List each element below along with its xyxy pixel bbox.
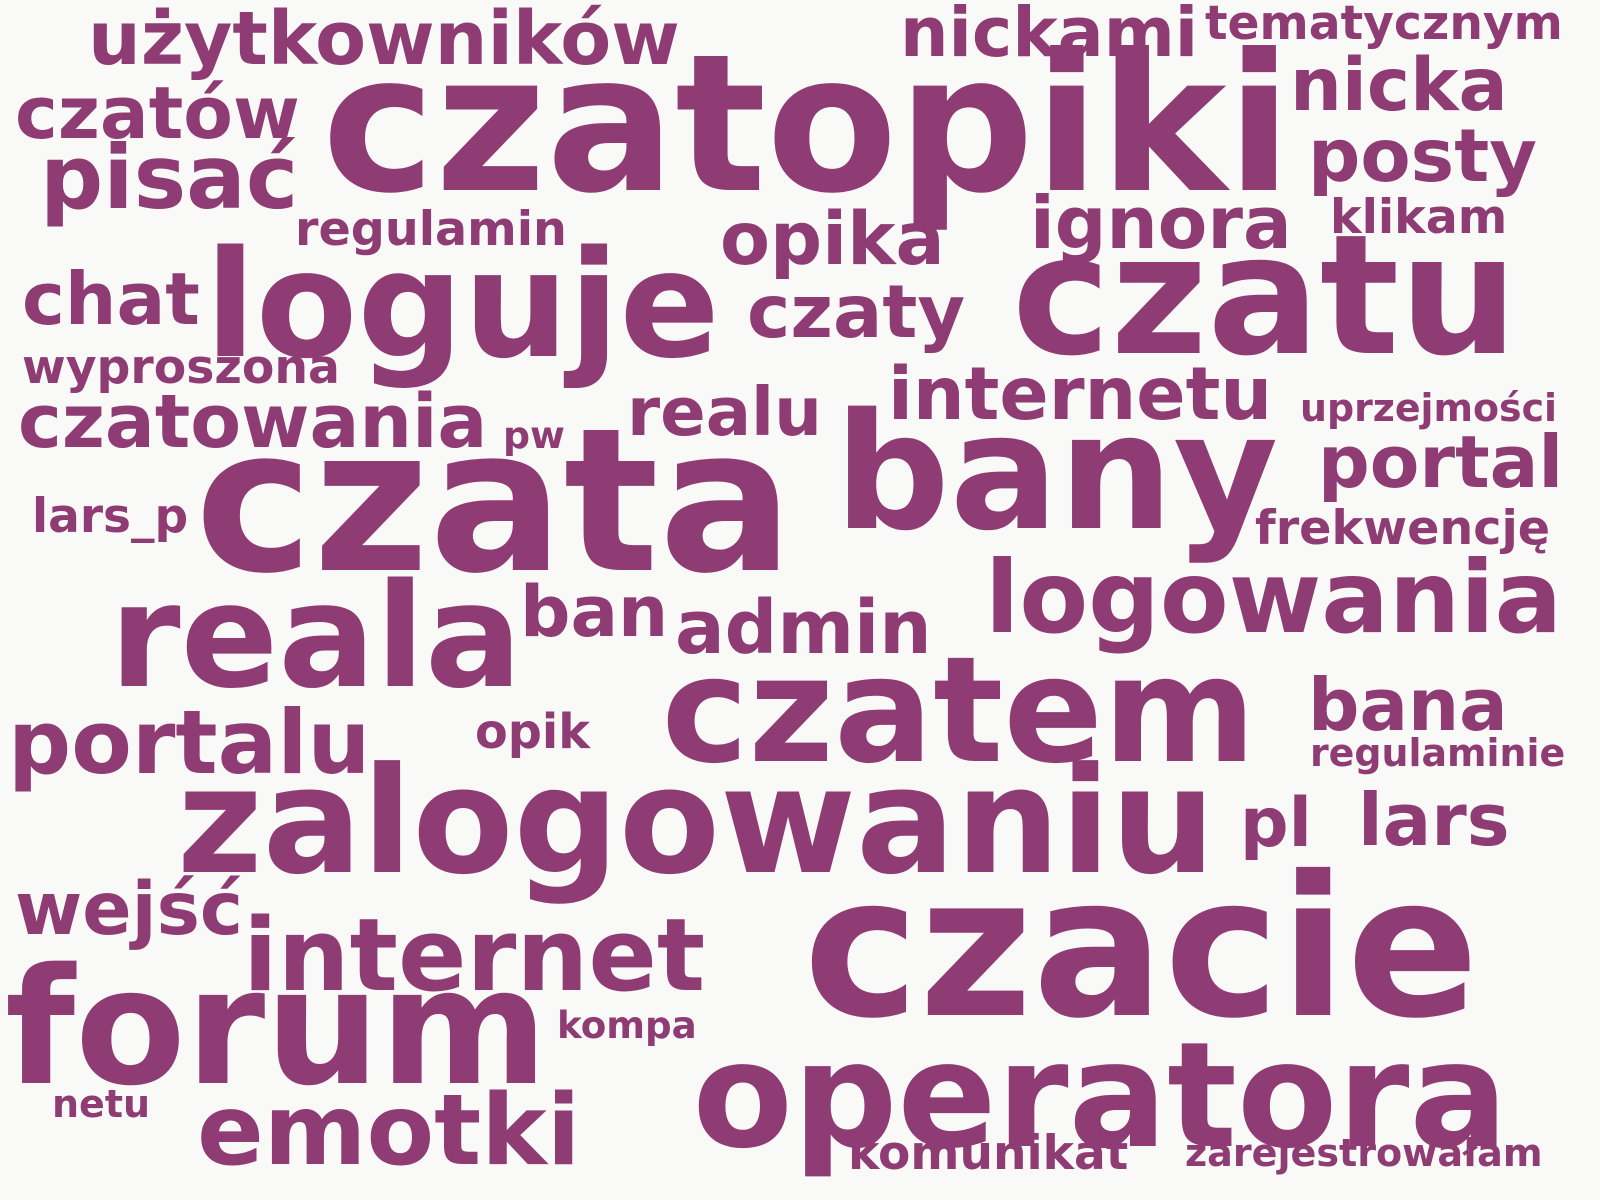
- word-czatopiki: czatopiki: [322, 13, 1292, 236]
- word-zalogowaniu: zalogowaniu: [177, 735, 1216, 907]
- word-czata: czata: [195, 386, 794, 618]
- word-pw: pw: [503, 413, 565, 457]
- word-nickami: nickami: [900, 0, 1199, 73]
- word-opika: opika: [720, 196, 945, 282]
- word-zarejestrowalam: zarejestrowałam: [1185, 1130, 1543, 1175]
- word-portalu: portalu: [8, 690, 371, 794]
- word-czatowania: czatowania: [18, 379, 488, 465]
- word-logowania: logowania: [985, 538, 1563, 656]
- word-realu: realu: [627, 372, 822, 451]
- word-czatow: czatów: [15, 71, 300, 156]
- word-tematycznym: tematycznym: [1205, 0, 1563, 51]
- word-ignora: ignora: [1030, 181, 1292, 266]
- word-emotki: emotki: [197, 1073, 581, 1188]
- word-admin: admin: [675, 586, 932, 671]
- word-pisac: pisać: [40, 125, 299, 229]
- word-bana: bana: [1308, 662, 1508, 747]
- word-ban: ban: [520, 571, 669, 653]
- word-posty: posty: [1308, 114, 1537, 199]
- word-uzytkownikow: użytkowników: [88, 0, 680, 82]
- word-czatu: czatu: [1012, 200, 1518, 393]
- word-bany: bany: [834, 378, 1279, 566]
- word-internet: internet: [243, 896, 706, 1014]
- word-internetu: internetu: [888, 352, 1273, 437]
- word-netu: netu: [52, 1081, 151, 1126]
- word-operatora: operatora: [692, 1010, 1509, 1181]
- word-regulamin: regulamin: [295, 202, 567, 257]
- word-forum: forum: [5, 932, 548, 1121]
- word-portal: portal: [1318, 420, 1564, 505]
- word-czatem: czatem: [661, 625, 1257, 796]
- word-czacie: czacie: [803, 833, 1479, 1061]
- word-regulaminie: regulaminie: [1310, 730, 1566, 775]
- word-lars: lars: [1358, 778, 1510, 862]
- word-lars-p: lars_p: [32, 488, 189, 544]
- word-opik: opik: [475, 704, 590, 760]
- word-uprzejmosci: uprzejmości: [1300, 386, 1558, 430]
- word-kompa: kompa: [557, 1003, 697, 1047]
- word-pl: pl: [1240, 784, 1312, 863]
- word-wejsc: wejść: [15, 866, 244, 952]
- word-chat: chat: [22, 258, 200, 342]
- word-wyproszona: wyproszona: [22, 340, 340, 395]
- word-klikam: klikam: [1330, 189, 1508, 245]
- word-komunikat: komunikat: [848, 1126, 1129, 1181]
- word-loguje: loguje: [205, 219, 720, 391]
- word-nicka: nicka: [1290, 43, 1508, 128]
- word-czaty: czaty: [747, 270, 966, 355]
- word-frekwencje: frekwencję: [1255, 501, 1551, 556]
- word-reala: reala: [109, 551, 523, 720]
